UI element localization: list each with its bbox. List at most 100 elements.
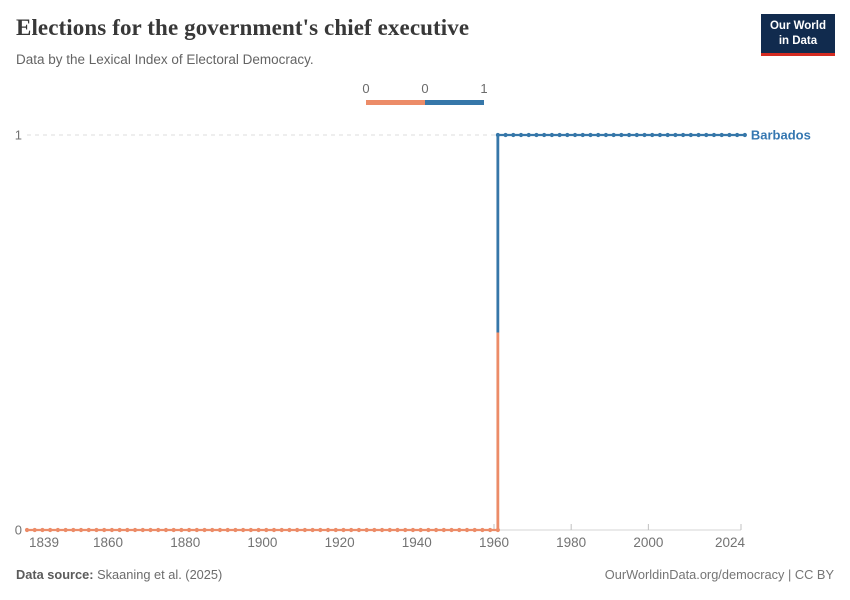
data-point-marker bbox=[642, 132, 647, 138]
data-point-marker bbox=[441, 527, 446, 533]
data-point-marker bbox=[318, 527, 323, 533]
data-point-marker bbox=[395, 527, 400, 533]
data-point-marker bbox=[480, 527, 485, 533]
data-point-marker bbox=[40, 527, 45, 533]
data-point-marker bbox=[727, 132, 732, 138]
data-point-marker bbox=[356, 527, 362, 533]
data-point-marker bbox=[333, 527, 338, 533]
data-point-marker bbox=[526, 132, 531, 138]
data-point-marker bbox=[572, 132, 578, 138]
data-point-marker bbox=[233, 527, 238, 533]
data-point-marker bbox=[179, 527, 184, 533]
data-point-marker bbox=[673, 132, 678, 138]
data-point-marker bbox=[102, 527, 107, 533]
chart-subtitle: Data by the Lexical Index of Electoral D… bbox=[16, 52, 314, 67]
license-credit-link[interactable]: OurWorldinData.org/democracy | CC BY bbox=[604, 567, 834, 582]
entity-label[interactable]: Barbados bbox=[751, 128, 811, 143]
data-point-marker bbox=[472, 527, 477, 533]
legend-swatch-value-0[interactable] bbox=[366, 100, 425, 105]
legend-tick-label-1: 0 bbox=[421, 81, 429, 96]
data-point-marker bbox=[688, 132, 693, 138]
data-point-marker bbox=[125, 527, 130, 533]
owid-logo[interactable]: Our World in Data bbox=[760, 14, 835, 56]
data-point-marker bbox=[264, 527, 269, 533]
data-point-marker bbox=[426, 527, 431, 533]
data-point-marker bbox=[78, 527, 84, 533]
x-axis-tick-label: 1920 bbox=[325, 535, 355, 550]
data-point-marker bbox=[202, 527, 207, 533]
data-point-marker bbox=[94, 527, 99, 533]
x-axis-tick-label: 1960 bbox=[479, 535, 509, 550]
data-point-marker bbox=[225, 527, 230, 533]
data-point-marker bbox=[32, 527, 37, 533]
data-point-marker bbox=[171, 527, 176, 533]
data-point-marker bbox=[217, 527, 223, 533]
legend-swatch-value-1[interactable] bbox=[425, 100, 484, 105]
data-point-marker bbox=[364, 527, 369, 533]
data-point-marker bbox=[325, 527, 331, 533]
data-point-marker bbox=[148, 527, 153, 533]
data-point-marker bbox=[704, 132, 709, 138]
data-point-marker bbox=[696, 132, 701, 138]
x-axis-tick-label: 1839 bbox=[29, 535, 59, 550]
data-point-marker bbox=[464, 527, 470, 533]
data-point-marker bbox=[534, 132, 539, 138]
data-source-note: Data source: Skaaning et al. (2025) bbox=[16, 567, 222, 582]
data-point-marker bbox=[511, 132, 516, 138]
data-point-marker bbox=[418, 527, 423, 533]
legend-tick-label-2: 1 bbox=[480, 81, 488, 96]
data-point-marker bbox=[588, 132, 593, 138]
data-point-marker bbox=[163, 527, 169, 533]
data-source-value: Skaaning et al. (2025) bbox=[93, 567, 223, 582]
data-point-marker bbox=[55, 527, 60, 533]
data-point-marker bbox=[109, 527, 115, 533]
data-point-marker bbox=[279, 527, 284, 533]
data-point-marker bbox=[488, 527, 493, 533]
data-point-marker bbox=[372, 527, 377, 533]
data-point-marker bbox=[565, 132, 570, 138]
data-point-marker bbox=[657, 132, 663, 138]
data-point-marker bbox=[186, 527, 192, 533]
data-point-marker bbox=[248, 527, 253, 533]
data-point-marker bbox=[742, 132, 747, 138]
data-point-marker bbox=[256, 527, 261, 533]
data-point-marker bbox=[86, 527, 91, 533]
data-point-marker bbox=[132, 527, 138, 533]
legend-tick-label-0: 0 bbox=[362, 81, 370, 96]
data-point-marker bbox=[287, 527, 292, 533]
data-point-marker bbox=[457, 527, 462, 533]
data-point-marker bbox=[271, 527, 277, 533]
data-point-marker bbox=[549, 132, 554, 138]
data-point-marker bbox=[449, 527, 454, 533]
x-axis-tick-label: 1880 bbox=[170, 535, 200, 550]
data-point-marker bbox=[241, 527, 246, 533]
data-point-marker bbox=[410, 527, 416, 533]
data-point-marker bbox=[580, 132, 585, 138]
data-point-marker bbox=[634, 132, 639, 138]
x-axis-tick-label: 2024 bbox=[715, 535, 746, 550]
data-point-marker bbox=[518, 132, 524, 138]
data-point-marker bbox=[681, 132, 686, 138]
data-point-marker bbox=[349, 527, 354, 533]
data-source-label: Data source: bbox=[16, 567, 94, 582]
data-point-marker bbox=[719, 132, 724, 138]
chart-footer: Data source: Skaaning et al. (2025) OurW… bbox=[0, 567, 850, 582]
data-point-marker bbox=[48, 527, 53, 533]
data-point-marker bbox=[71, 527, 76, 533]
data-point-marker bbox=[735, 132, 740, 138]
data-point-marker bbox=[650, 132, 655, 138]
data-point-marker bbox=[341, 527, 346, 533]
chart-title: Elections for the government's chief exe… bbox=[16, 15, 470, 40]
data-point-marker bbox=[503, 132, 508, 138]
data-point-marker bbox=[596, 132, 601, 138]
data-point-marker bbox=[626, 132, 632, 138]
data-point-marker bbox=[194, 527, 199, 533]
data-point-marker bbox=[542, 132, 547, 138]
data-point-marker bbox=[210, 527, 215, 533]
data-point-marker bbox=[24, 527, 30, 533]
owid-logo-line1: Our World bbox=[769, 20, 826, 32]
chart-canvas[interactable]: 1839 1860 1880 1900 1920 1940 1960 1980 2000 2024… bbox=[0, 110, 850, 570]
y-axis-tick-label: 1 bbox=[15, 128, 22, 143]
data-point-marker bbox=[557, 132, 562, 138]
